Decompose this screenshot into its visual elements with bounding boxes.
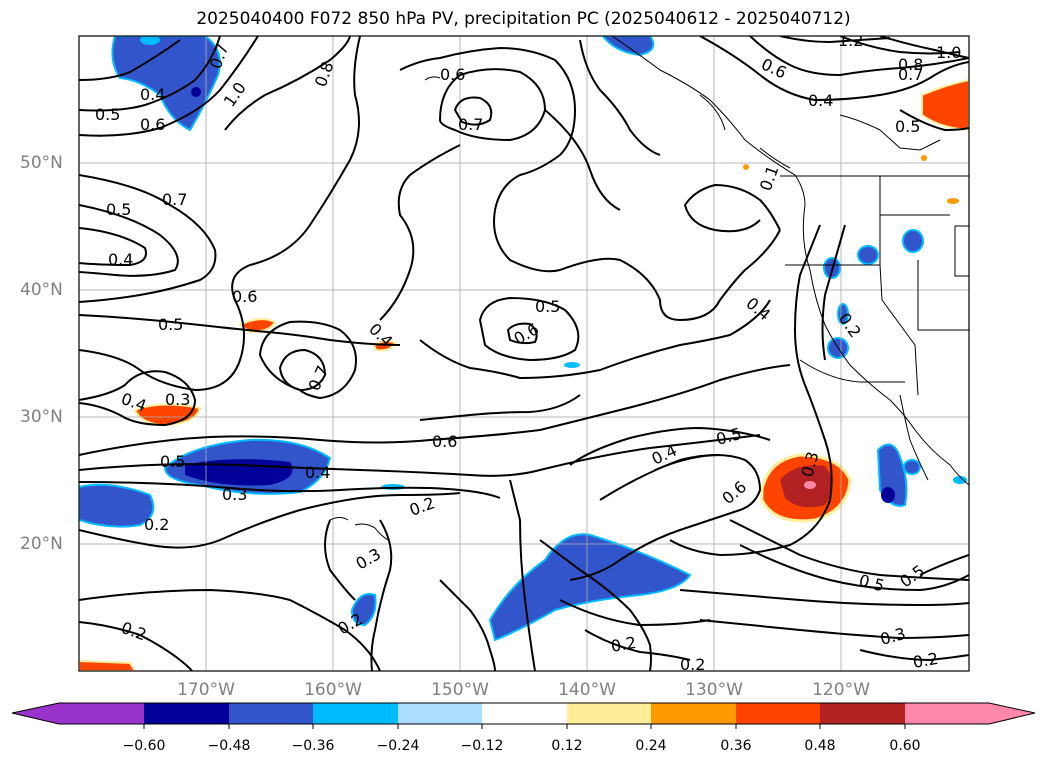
colorbar-segment <box>482 703 567 724</box>
contour-label: 0.2 <box>144 515 169 534</box>
colorbar-tick-label: 0.60 <box>889 738 921 754</box>
contour-label: 0.6 <box>432 432 457 451</box>
colorbar-segment <box>313 703 398 724</box>
lat-label: 50°N <box>20 153 63 173</box>
contour-label: 0.4 <box>808 91 833 110</box>
colorbar-segment <box>651 703 736 724</box>
colorbar-segment <box>820 703 905 724</box>
pv-contours <box>79 36 969 671</box>
colorbar-tick-label: −0.60 <box>122 738 166 754</box>
colorbar-segment <box>229 703 313 724</box>
colorbar-tick-label: 0.36 <box>720 738 752 754</box>
lon-label: 130°W <box>685 680 743 700</box>
contour-label: 0.3 <box>222 485 247 504</box>
contour-label: 0.5 <box>895 117 920 136</box>
contour-label: 0.4 <box>140 85 165 104</box>
colorbar-min-extend <box>12 703 59 724</box>
colorbar-tick-label: −0.36 <box>291 738 335 754</box>
lat-label: 30°N <box>20 407 63 427</box>
colorbar-tick-label: −0.24 <box>376 738 420 754</box>
contour-label: 0.5 <box>95 105 120 124</box>
colorbar-segment <box>567 703 651 724</box>
contour-label: 0.8 <box>898 55 923 74</box>
contour-label: 0.2 <box>609 633 637 656</box>
lat-label: 40°N <box>20 280 63 300</box>
lon-label: 150°W <box>431 680 489 700</box>
coastlines <box>329 36 969 541</box>
contour-label: 0.6 <box>140 115 165 134</box>
map-frame <box>78 35 970 672</box>
lat-label: 20°N <box>20 534 63 554</box>
contour-label: 0.2 <box>911 649 939 672</box>
lon-label: 120°W <box>812 680 870 700</box>
map-title: 2025040400 F072 850 hPa PV, precipitatio… <box>196 9 851 29</box>
contour-label: 0.6 <box>440 65 465 84</box>
contour-labels: 0.4 0.5 0.6 1.0 0.7 0.6 0.7 0.8 0.6 0.4 … <box>95 31 961 674</box>
contour-label: 0.4 <box>108 250 133 269</box>
lon-label: 170°W <box>177 680 235 700</box>
contour-label: 0.3 <box>165 390 190 409</box>
contour-label: 1.0 <box>936 43 961 62</box>
colorbar-segment <box>59 703 144 724</box>
contour-label: 0.2 <box>680 655 705 674</box>
contour-label: 0.6 <box>232 287 257 306</box>
contour-label: 1.2 <box>838 31 863 50</box>
positive-precip-shading <box>79 78 969 671</box>
contour-label: 0.7 <box>162 190 187 209</box>
colorbar-segment <box>736 703 820 724</box>
lon-label: 160°W <box>304 680 362 700</box>
contour-label: 0.7 <box>458 115 483 134</box>
colorbar-tick-label: 0.48 <box>804 738 836 754</box>
colorbar-segment <box>905 703 989 724</box>
contour-label: 0.4 <box>305 463 330 482</box>
lon-label: 140°W <box>558 680 616 700</box>
colorbar-max-extend <box>989 703 1035 724</box>
colorbar-segment <box>144 703 229 724</box>
colorbar-tick-label: −0.48 <box>207 738 251 754</box>
contour-label: 0.7 <box>898 65 923 84</box>
colorbar-tick-label: −0.12 <box>460 738 504 754</box>
graticule <box>79 36 969 671</box>
colorbar <box>11 702 1036 729</box>
colorbar-tick-label: 0.12 <box>551 738 583 754</box>
contour-label: 0.5 <box>158 315 183 334</box>
colorbar-tick-label: 0.24 <box>635 738 667 754</box>
contour-label: 0.5 <box>106 200 131 219</box>
colorbar-segment <box>398 703 482 724</box>
contour-label: 0.5 <box>160 452 185 471</box>
contour-label: 0.5 <box>535 297 560 316</box>
